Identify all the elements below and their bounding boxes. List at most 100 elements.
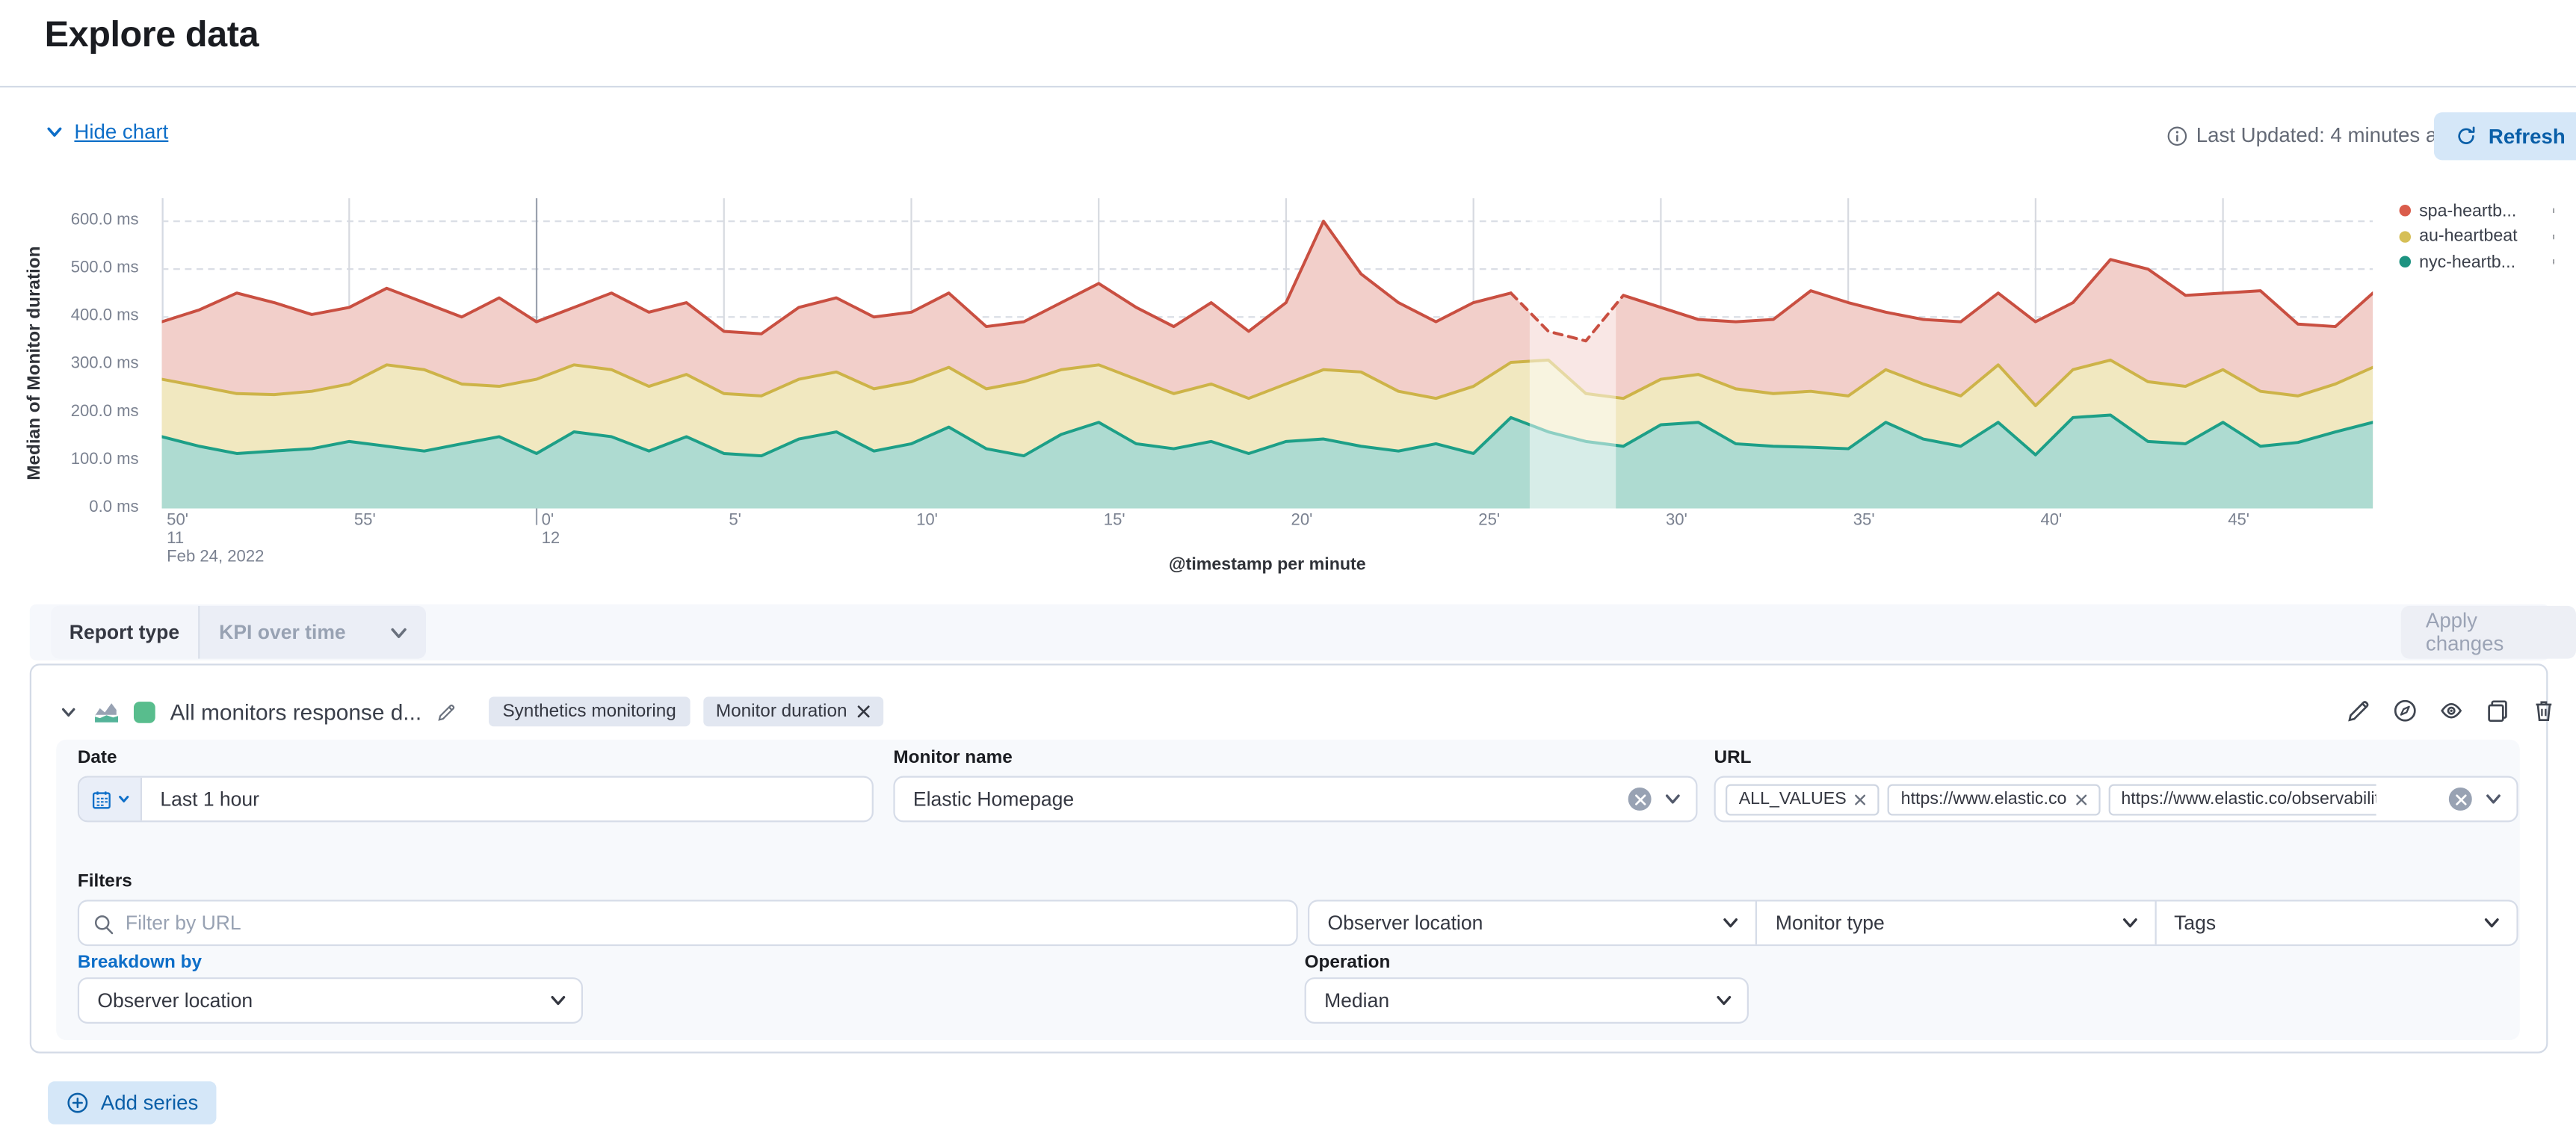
operation-value: Median	[1324, 989, 1390, 1012]
x-axis-tick-label: 20'	[1291, 511, 1313, 530]
chevron-down-icon[interactable]	[2483, 789, 2504, 809]
breakdown-by-label: Breakdown by	[77, 952, 202, 973]
url-value-pill[interactable]: https://www.elastic.co/observability	[2107, 783, 2376, 815]
chevron-down-icon[interactable]	[1663, 789, 1683, 809]
series-color-swatch[interactable]	[133, 700, 155, 723]
apply-changes-button[interactable]: Apply changes	[2400, 605, 2576, 659]
chevron-down-icon	[1717, 995, 1732, 1006]
date-range-field[interactable]: Last 1 hour	[77, 776, 874, 823]
plus-circle-icon	[67, 1092, 88, 1113]
clear-selection-button[interactable]	[1628, 787, 1652, 811]
series-panel-header: All monitors response d... Synthetics mo…	[60, 693, 884, 730]
report-type-select[interactable]: Report type KPI over time	[51, 605, 427, 659]
x-axis-tick-label: 45'	[2228, 511, 2250, 530]
apply-changes-label: Apply changes	[2425, 609, 2504, 656]
refresh-button[interactable]: Refresh	[2433, 112, 2576, 161]
chevron-down-icon	[1723, 918, 1738, 928]
operation-select[interactable]: Median	[1304, 977, 1749, 1024]
filter-by-url-search[interactable]	[77, 900, 1298, 947]
filter-select-label: Monitor type	[1775, 911, 1885, 935]
trash-delete-icon[interactable]	[2531, 699, 2556, 723]
legend-item[interactable]: au-heartbeat	[2399, 223, 2558, 249]
date-label: Date	[77, 747, 117, 768]
last-updated-text: Last Updated: 4 minutes ago	[2196, 123, 2460, 147]
legend-item-menu-icon[interactable]	[2550, 200, 2558, 222]
y-axis-tick-label: 0.0 ms	[89, 498, 139, 517]
badge-label: Synthetics monitoring	[502, 702, 676, 722]
series-badge: Monitor duration	[702, 696, 884, 727]
x-axis-hour-label: 11	[167, 530, 185, 548]
breakdown-by-value: Observer location	[97, 989, 253, 1012]
monitor-name-select[interactable]: Elastic Homepage	[893, 776, 1698, 823]
series-title: All monitors response d...	[170, 699, 422, 724]
x-icon	[2455, 794, 2466, 805]
breakdown-by-select[interactable]: Observer location	[77, 977, 583, 1024]
report-type-label: Report type	[51, 605, 200, 659]
filter-select-observer-location[interactable]: Observer location	[1309, 901, 1755, 944]
info-icon	[2167, 126, 2187, 145]
pencil-icon[interactable]	[436, 701, 458, 723]
operation-label: Operation	[1304, 952, 1391, 973]
filter-selects-group: Observer location Monitor type Tags	[1308, 900, 2518, 947]
url-pill-label: ALL_VALUES	[1738, 789, 1847, 809]
y-axis-tick-label: 200.0 ms	[70, 403, 139, 421]
search-icon	[94, 915, 114, 935]
series-badge: Synthetics monitoring	[489, 696, 690, 727]
x-axis-tick-label: 15'	[1103, 511, 1125, 530]
compass-explore-icon[interactable]	[2393, 699, 2418, 723]
refresh-icon	[2458, 126, 2475, 144]
monitor-duration-area-chart[interactable]	[161, 198, 2373, 528]
url-value-pill[interactable]: https://www.elastic.co	[1887, 783, 2100, 815]
filters-label: Filters	[77, 871, 132, 892]
url-value-pill[interactable]: ALL_VALUES	[1726, 783, 1880, 815]
x-axis-tick-label: 35'	[1853, 511, 1875, 530]
remove-badge-x-icon[interactable]	[857, 705, 871, 718]
legend-series-dot	[2399, 205, 2412, 217]
clear-selection-button[interactable]	[2448, 787, 2472, 811]
url-multiselect[interactable]: ALL_VALUES https://www.elastic.co https://…	[1714, 776, 2518, 823]
add-series-label: Add series	[100, 1091, 199, 1115]
x-axis-tick-label: 25'	[1478, 511, 1501, 530]
chevron-down-icon	[551, 995, 566, 1006]
legend-series-label: au-heartbeat	[2419, 226, 2518, 247]
chart-legend: spa-heartb... au-heartbeat nyc-heartb...	[2399, 198, 2558, 275]
search-input[interactable]	[79, 901, 1297, 944]
url-pill-label: https://www.elastic.co	[1900, 789, 2067, 809]
x-axis-date-label: Feb 24, 2022	[167, 548, 265, 566]
series-actions	[2347, 699, 2557, 723]
copy-duplicate-icon[interactable]	[2485, 699, 2509, 723]
legend-series-dot	[2399, 230, 2412, 243]
area-chart-icon	[95, 703, 118, 723]
remove-pill-x-icon[interactable]	[2075, 794, 2087, 805]
remove-pill-x-icon[interactable]	[1855, 794, 1866, 805]
x-axis-tick-label: 55'	[353, 511, 376, 530]
date-quick-select-button[interactable]	[79, 777, 143, 821]
filter-select-monitor-type[interactable]: Monitor type	[1755, 901, 2154, 944]
x-axis-hour-label: 12	[541, 530, 560, 548]
x-axis-tick-label: 50'	[167, 511, 188, 530]
report-type-strip	[29, 604, 2550, 661]
chevron-down-icon[interactable]	[60, 702, 78, 720]
legend-item-menu-icon[interactable]	[2550, 226, 2558, 247]
calendar-icon	[91, 791, 110, 808]
y-axis-tick-label: 500.0 ms	[70, 259, 139, 278]
legend-series-dot	[2399, 256, 2412, 268]
filter-select-label: Tags	[2174, 911, 2217, 935]
legend-item-menu-icon[interactable]	[2550, 251, 2558, 273]
legend-item[interactable]: nyc-heartb...	[2399, 250, 2558, 275]
add-series-button[interactable]: Add series	[48, 1081, 217, 1125]
legend-item[interactable]: spa-heartb...	[2399, 198, 2558, 223]
y-axis-tick-label: 400.0 ms	[70, 306, 139, 326]
hide-chart-link[interactable]: Hide chart	[45, 120, 169, 143]
filter-select-tags[interactable]: Tags	[2154, 901, 2517, 944]
x-axis-title: @timestamp per minute	[1168, 554, 1366, 575]
eye-view-icon[interactable]	[2439, 699, 2464, 723]
chevron-down-icon	[117, 796, 129, 802]
url-pill-label: https://www.elastic.co/observability	[2121, 789, 2376, 809]
series-badges: Synthetics monitoring Monitor duration	[489, 696, 884, 727]
x-axis-tick-label: 5'	[729, 511, 741, 530]
chevron-down-icon	[47, 127, 62, 137]
edit-pencil-icon[interactable]	[2347, 699, 2371, 723]
chevron-down-icon	[2484, 918, 2499, 928]
